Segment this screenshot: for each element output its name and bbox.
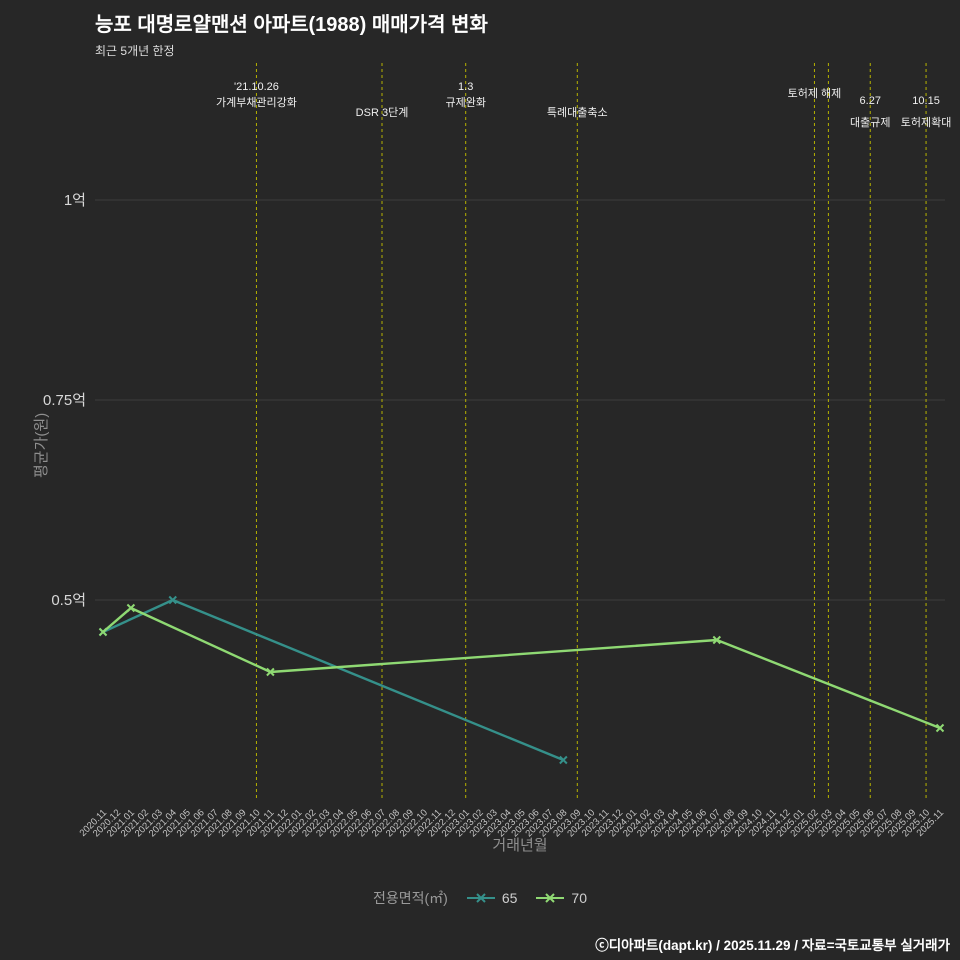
data-point-marker-70[interactable] — [98, 627, 108, 637]
y-tick-label: 1억 — [64, 192, 86, 209]
legend-label-65: 65 — [501, 890, 518, 906]
event-label: 가계부채관리강화 — [216, 96, 297, 109]
page-title: 능포 대명로얄맨션 아파트(1988) 매매가격 변화 — [95, 14, 488, 36]
event-label: 대출규제 — [850, 116, 890, 129]
data-point-marker-70[interactable] — [126, 603, 136, 613]
y-tick-label: 0.5억 — [51, 592, 86, 609]
event-label: 토허제 해제 — [788, 86, 842, 100]
event-label: '21.10.26 — [234, 81, 279, 93]
series-line-70[interactable] — [101, 606, 942, 730]
event-label: 특례대출축소 — [547, 106, 608, 119]
series-70-marker-icon — [536, 893, 565, 903]
event-label: 6.27 — [860, 95, 881, 107]
chart-header: 능포 대명로얄맨션 아파트(1988) 매매가격 변화 최근 5개년 한정 — [95, 8, 488, 59]
y-axis-title: 평균가(원) — [33, 412, 50, 478]
data-point-marker-65[interactable] — [168, 595, 177, 605]
event-label: 10.15 — [912, 95, 940, 107]
event-label: 규제완화 — [445, 96, 485, 109]
series-65-marker-icon — [466, 893, 495, 903]
event-label: 1.3 — [458, 81, 473, 93]
data-point-marker-70[interactable] — [935, 723, 945, 733]
x-axis-title: 거래년월 — [492, 837, 548, 854]
legend-title: 전용면적(㎡) — [372, 890, 448, 906]
legend-item-65[interactable]: 65 — [466, 890, 518, 906]
y-tick-label: 0.75억 — [43, 392, 86, 409]
page-subtitle: 최근 5개년 한정 — [95, 44, 175, 58]
event-label: DSR 3단계 — [356, 106, 409, 119]
legend-item-70[interactable]: 70 — [535, 890, 587, 906]
data-point-marker-70[interactable] — [712, 635, 722, 645]
series-line-65[interactable] — [101, 598, 565, 762]
legend-label-70: 70 — [571, 890, 587, 906]
data-point-marker-65[interactable] — [559, 755, 568, 765]
event-label: 토허제확대 — [901, 116, 952, 129]
copyright-credit: ⓒ디아파트(dapt.kr) / 2025.11.29 / 자료=국토교통부 실… — [595, 938, 950, 953]
data-point-marker-70[interactable] — [266, 667, 275, 677]
legend: 전용면적(㎡) 65 70 — [0, 888, 960, 908]
